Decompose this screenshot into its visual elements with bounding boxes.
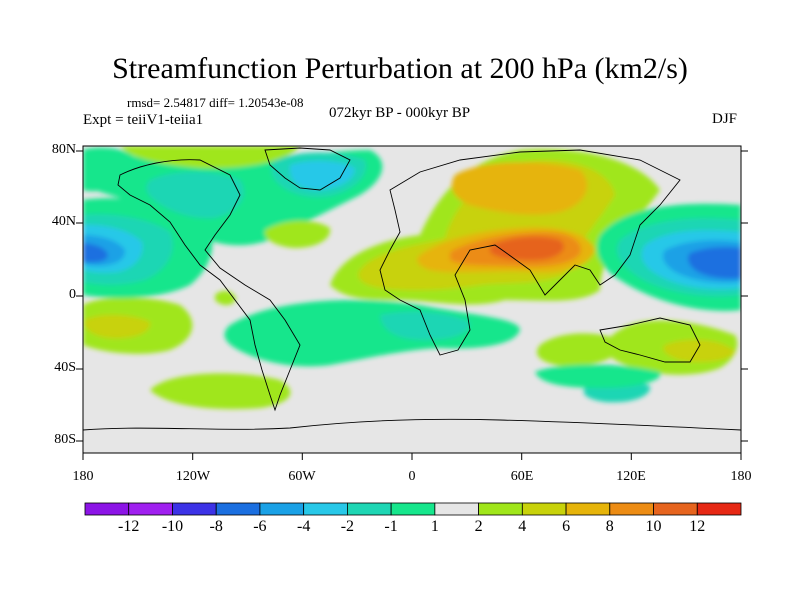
coastlines — [83, 147, 741, 431]
colorbar-label: 1 — [430, 518, 439, 535]
lon-ticks — [82, 453, 742, 460]
australia-outline — [599, 317, 701, 363]
greenland-outline — [264, 147, 351, 191]
colorbar-box — [653, 502, 698, 516]
lon-label-180w: 180 — [72, 469, 94, 484]
colorbar-box — [609, 502, 654, 516]
colorbar-label: -2 — [340, 518, 355, 535]
colorbar-box — [434, 502, 479, 516]
lat-label-80s: 80S — [54, 432, 76, 447]
colorbar-box — [215, 502, 261, 516]
colorbar-box — [303, 502, 348, 516]
lon-label-180e: 180 — [730, 469, 752, 484]
lat-label-40n: 40N — [51, 214, 76, 229]
americas-outline — [117, 159, 301, 412]
colorbar-label: -10 — [161, 518, 184, 535]
colorbar-box — [128, 502, 173, 516]
lon-label-60e: 60E — [510, 469, 534, 484]
figure-title: Streamfunction Perturbation at 200 hPa (… — [112, 52, 688, 85]
lon-label-120w: 120W — [175, 469, 211, 484]
lon-label-0: 0 — [408, 469, 416, 484]
lat-label-80n: 80N — [51, 142, 76, 157]
colorbar-label: 2 — [474, 518, 483, 535]
colorbar-box — [565, 502, 611, 516]
colorbar-label: 4 — [518, 518, 527, 535]
colorbar-label: 6 — [562, 518, 571, 535]
antarctica-outline — [83, 418, 741, 431]
colorbar-box — [259, 502, 305, 516]
colorbar-box — [696, 502, 742, 516]
colorbar-box — [172, 502, 217, 516]
eurasia-africa-outline — [379, 149, 681, 356]
colorbar-label: 12 — [689, 518, 706, 535]
colorbar-box — [390, 502, 436, 516]
stats-line: rmsd= 2.54817 diff= 1.20543e-08 — [127, 95, 304, 110]
colorbar-label: -4 — [297, 518, 311, 535]
season-label: DJF — [712, 111, 738, 127]
lon-label-60w: 60W — [288, 469, 316, 484]
colorbar-label: -8 — [209, 518, 223, 535]
colorbar — [84, 502, 742, 516]
colorbar-box — [84, 502, 130, 516]
colorbar-label: -1 — [384, 518, 398, 535]
experiment-label: Expt = teiiV1-teiia1 — [83, 112, 204, 128]
lon-label-120e: 120E — [616, 469, 646, 484]
colorbar-box — [521, 502, 567, 516]
colorbar-label: 10 — [645, 518, 662, 535]
lat-label-40s: 40S — [54, 360, 76, 375]
period-label: 072kyr BP - 000kyr BP — [329, 105, 471, 121]
lat-ticks — [76, 150, 748, 442]
colorbar-label: 8 — [605, 518, 614, 535]
contour-field — [83, 146, 741, 410]
colorbar-box — [478, 502, 523, 516]
lat-label-0: 0 — [69, 287, 76, 302]
colorbar-label: -6 — [253, 518, 267, 535]
colorbar-label: -12 — [118, 518, 140, 535]
colorbar-box — [346, 502, 392, 516]
